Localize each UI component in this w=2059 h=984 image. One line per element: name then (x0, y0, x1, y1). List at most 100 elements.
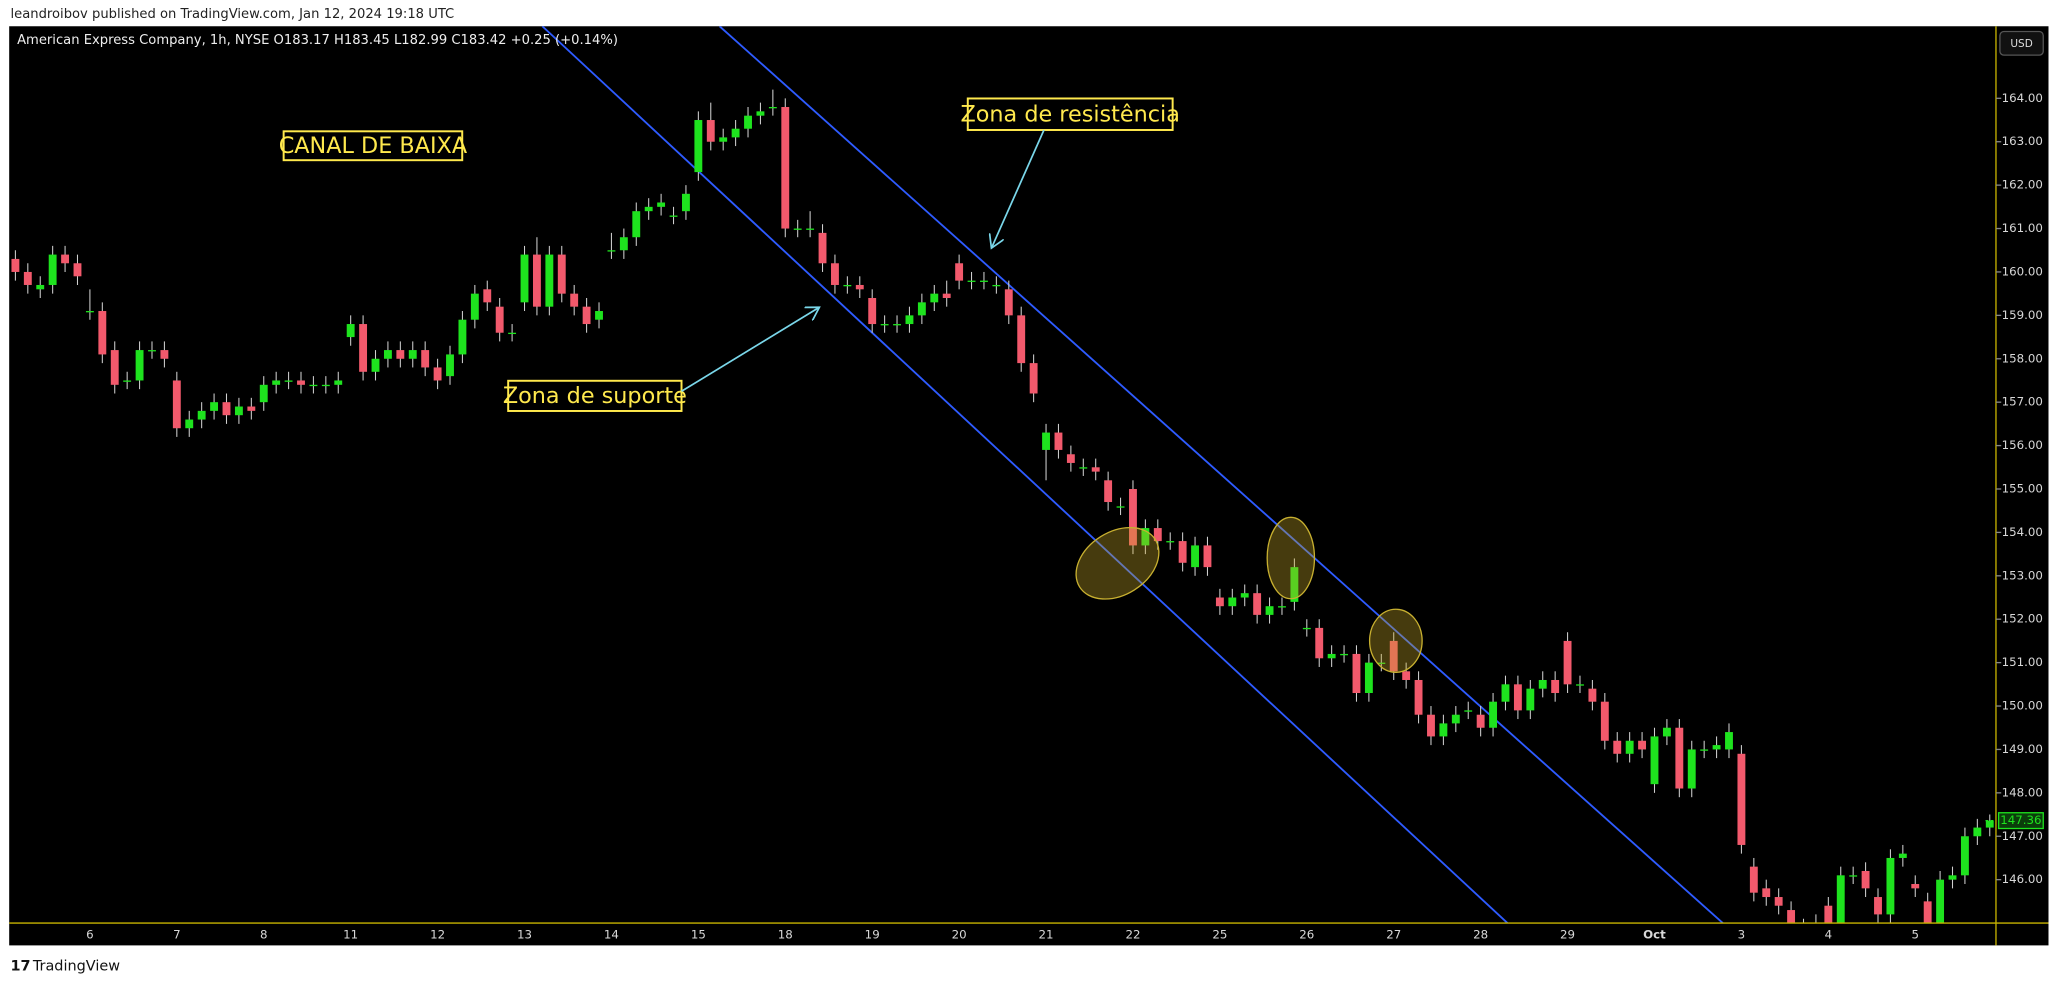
candle-body (172, 380, 181, 429)
x-tick-label: Oct (1643, 927, 1666, 941)
y-tick-label: 153.00 (2002, 568, 2043, 582)
candle-body (210, 402, 219, 411)
y-tick-label: 154.00 (2002, 525, 2043, 539)
y-tick-label: 151.00 (2002, 655, 2043, 669)
candle-body (1650, 736, 1659, 785)
candle-body (1042, 432, 1050, 450)
candle-body (359, 324, 368, 372)
last-price-box (1997, 812, 2044, 830)
candle-body (1004, 289, 1013, 316)
candle-body (570, 293, 579, 307)
x-tick-label: 19 (865, 927, 880, 941)
candle-body (1265, 606, 1274, 615)
candle-body (123, 380, 132, 382)
candle-body (818, 232, 827, 264)
x-tick-label: 11 (343, 927, 358, 941)
candle-body (1364, 662, 1373, 694)
candle-body (1191, 545, 1199, 568)
y-tick-label: 147.00 (2002, 829, 2043, 843)
y-tick-label: 163.00 (2002, 134, 2043, 148)
candle-body (1389, 640, 1398, 672)
y-tick-label: 155.00 (2002, 481, 2043, 495)
highlight-ellipse (1266, 516, 1316, 600)
candle-body (520, 254, 529, 303)
candle-body (942, 293, 951, 298)
candle-body (1923, 901, 1932, 924)
candle-body (1327, 653, 1336, 659)
candle-body (706, 120, 715, 142)
candle-body (272, 380, 281, 385)
candle-body (1563, 640, 1572, 685)
candle-body (309, 384, 318, 387)
y-tick-label: 161.00 (2002, 221, 2043, 235)
y-tick-label: 149.00 (2002, 742, 2043, 756)
candle-body (1513, 684, 1522, 711)
y-tick-label: 160.00 (2002, 264, 2043, 278)
x-tick-label: 15 (691, 927, 706, 941)
candle-body (234, 406, 243, 416)
candle-body (222, 402, 231, 416)
candle-body (694, 120, 703, 173)
candle-body (980, 280, 988, 282)
x-tick-label: 6 (86, 927, 94, 941)
annotation-box (282, 130, 464, 162)
candle-body (247, 406, 256, 411)
candle-body (1861, 870, 1870, 889)
candle-body (893, 324, 901, 326)
candle-body (1079, 467, 1088, 469)
candle-body (321, 384, 330, 387)
candle-body (334, 380, 343, 385)
highlight-ellipse (1368, 608, 1423, 673)
arrow (681, 307, 820, 393)
candle-body (1749, 866, 1758, 893)
candle-body (1240, 593, 1249, 598)
x-tick-label: 22 (1125, 927, 1140, 941)
chart-background (9, 26, 2049, 946)
currency[interactable]: USD (2010, 38, 2032, 50)
candle-body (1824, 905, 1833, 924)
candle-body (1451, 714, 1460, 724)
candle-body (831, 263, 839, 285)
x-tick-label: 4 (1825, 927, 1833, 941)
candle-body (98, 311, 107, 355)
candle-body (880, 324, 889, 326)
currency-button[interactable] (1999, 30, 2044, 56)
candle-body (1675, 727, 1684, 789)
candle-body (719, 137, 728, 142)
y-tick-label: 152.00 (2002, 612, 2043, 626)
footer-brand: TradingView (32, 958, 120, 974)
candle-body (1898, 853, 1907, 858)
x-tick-label: 12 (430, 927, 445, 941)
x-tick-label: 8 (260, 927, 268, 941)
candle-body (1501, 684, 1510, 702)
drawings: CANAL DE BAIXA Zona de resistência Zona … (279, 97, 1423, 673)
candle-body (458, 319, 467, 355)
candle-body (73, 263, 82, 277)
arrow (991, 129, 1045, 248)
y-tick-label: 156.00 (2002, 438, 2043, 452)
annotation: Zona de suporte (503, 383, 687, 409)
candle-body (1787, 910, 1796, 924)
annotation-box (966, 97, 1174, 131)
candle-body (1377, 662, 1386, 664)
y-tick-label: 159.00 (2002, 308, 2043, 322)
x-tick-label: 13 (517, 927, 532, 941)
candle-body (1489, 701, 1498, 728)
candle-body (1700, 749, 1709, 751)
candle-body (1215, 597, 1224, 607)
candle-body (1278, 606, 1286, 608)
candle-body (1613, 740, 1622, 754)
y-tick-label: 146.00 (2002, 872, 2043, 886)
candle-body (793, 228, 802, 230)
candle-body (284, 380, 293, 382)
candle-body (1116, 506, 1125, 508)
annotation: Zona de resistência (960, 101, 1179, 127)
candle-body (1340, 653, 1348, 656)
candle-body (855, 284, 864, 290)
candle-body (346, 324, 355, 338)
plot-area (11, 26, 1994, 924)
highlight-ellipse (1075, 526, 1160, 600)
candle-body (408, 350, 417, 359)
candle-body (1973, 827, 1982, 837)
